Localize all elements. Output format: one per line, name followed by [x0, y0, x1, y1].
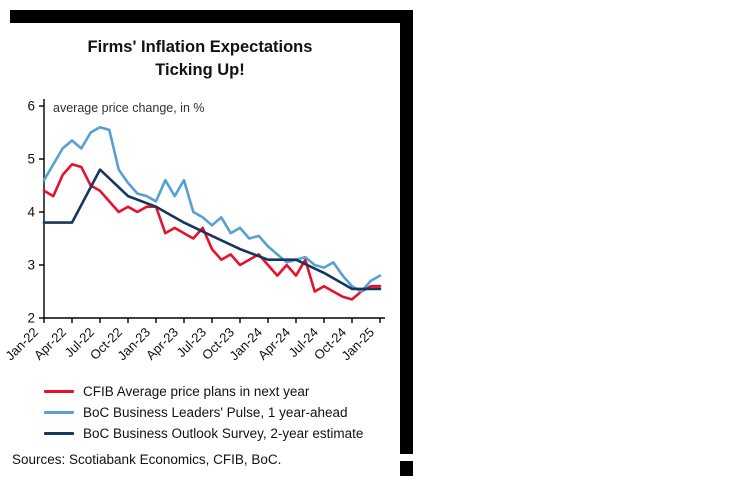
legend-item: BoC Business Leaders' Pulse, 1 year-ahea… — [44, 405, 363, 420]
line-chart: 23456Jan-22Apr-22Jul-22Oct-22Jan-23Apr-2… — [2, 99, 385, 363]
legend-swatch — [44, 410, 74, 415]
svg-text:2: 2 — [27, 311, 35, 326]
sources-note: Sources: Scotiabank Economics, CFIB, BoC… — [12, 452, 282, 467]
top-black-bar — [10, 10, 413, 23]
legend-swatch — [44, 389, 74, 394]
legend: CFIB Average price plans in next year BoC… — [44, 384, 363, 441]
chart-title: Firms' Inflation Expectations Ticking Up… — [87, 38, 313, 80]
svg-text:4: 4 — [27, 205, 35, 220]
svg-text:3: 3 — [27, 258, 35, 273]
legend-item: BoC Business Outlook Survey, 2-year esti… — [44, 426, 363, 441]
legend-label: BoC Business Leaders' Pulse, 1 year-ahea… — [83, 405, 348, 420]
svg-text:Apr-23: Apr-23 — [143, 325, 181, 363]
svg-text:6: 6 — [27, 99, 35, 114]
right-black-bar — [400, 10, 413, 454]
legend-swatch — [44, 431, 74, 436]
svg-text:Apr-22: Apr-22 — [31, 325, 69, 363]
svg-text:average price change, in %: average price change, in % — [53, 101, 204, 115]
legend-item: CFIB Average price plans in next year — [44, 384, 363, 399]
svg-text:Apr-24: Apr-24 — [255, 325, 293, 363]
legend-label: CFIB Average price plans in next year — [83, 384, 310, 399]
legend-label: BoC Business Outlook Survey, 2-year esti… — [83, 426, 364, 441]
svg-text:5: 5 — [27, 152, 35, 167]
bottom-black-bar — [400, 461, 413, 476]
